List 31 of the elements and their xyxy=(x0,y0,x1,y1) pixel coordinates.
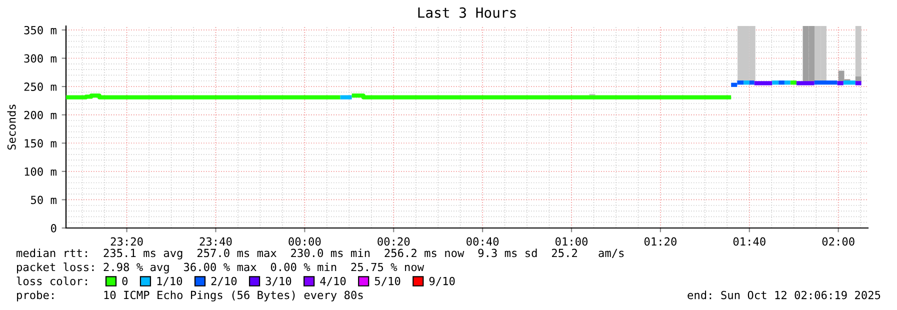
legend-label: 1/10 xyxy=(157,276,182,286)
y-tick-label: 100 m xyxy=(24,167,56,176)
x-tick-label: 02:00 xyxy=(822,237,854,246)
y-axis-title: Seconds xyxy=(7,104,16,150)
x-tick-label: 23:20 xyxy=(110,237,143,246)
chart-title: Last 3 Hours xyxy=(418,7,516,18)
x-tick-label: 01:20 xyxy=(644,237,676,246)
x-tick-label: 23:40 xyxy=(200,237,232,246)
y-tick-label: 0 xyxy=(51,224,56,232)
legend-label: 9/10 xyxy=(429,276,455,286)
legend-title: loss color: xyxy=(16,276,87,286)
legend-label: 2/10 xyxy=(211,276,237,286)
legend-label: 5/10 xyxy=(374,276,400,286)
x-tick-label: 00:20 xyxy=(378,237,410,246)
text: median rtt: 235.1 ms avg 257.0 ms max 230.0 ms min 256.2 ms now 9.3 ms sd 25.2 am/s xyxy=(16,248,624,260)
y-tick-label: 350 m xyxy=(24,26,56,34)
y-tick-label: 300 m xyxy=(24,54,56,63)
y-tick-label: 150 m xyxy=(24,139,56,148)
x-tick-label: 00:40 xyxy=(466,237,499,246)
y-tick-label: 50 m xyxy=(30,196,56,204)
legend-label: 0 xyxy=(122,276,128,286)
y-tick-label: 250 m xyxy=(24,82,56,91)
text: end: Sun Oct 12 02:06:19 2025 xyxy=(688,290,880,300)
x-tick-label: 00:00 xyxy=(288,237,321,246)
text: probe: 10 ICMP Echo Pings (56 Bytes) every 80s xyxy=(17,290,363,302)
text: packet loss: 2.98 % avg 36.00 % max 0.00 % min 25.75 % now xyxy=(17,262,424,274)
y-tick-label: 200 m xyxy=(24,110,56,120)
legend-label: 4/10 xyxy=(320,276,346,286)
legend-label: 3/10 xyxy=(266,276,292,286)
x-tick-label: 01:40 xyxy=(733,237,766,246)
x-tick-label: 01:00 xyxy=(556,237,588,246)
